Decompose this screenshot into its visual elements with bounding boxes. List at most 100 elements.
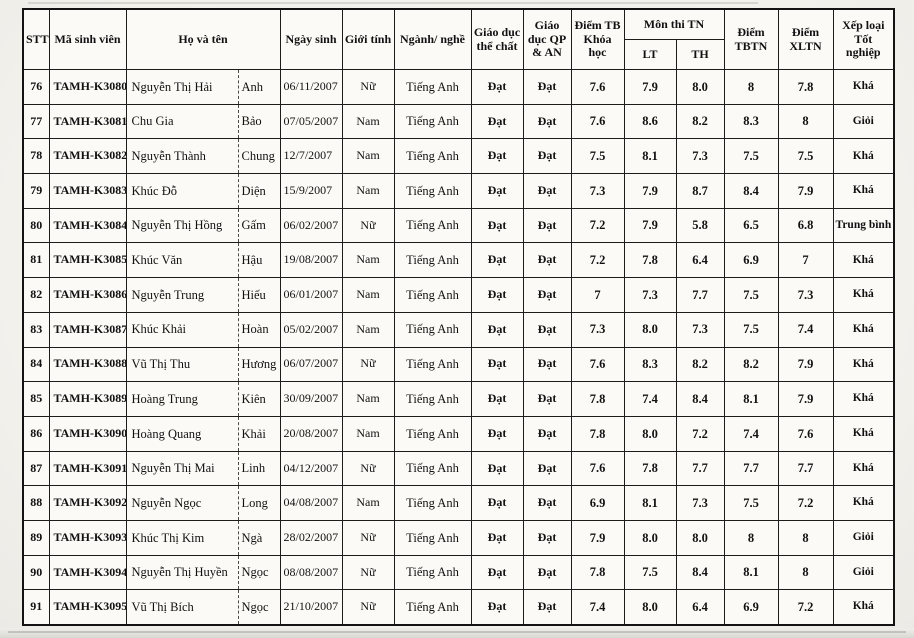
- cell-th: 5.8: [675, 207, 725, 244]
- cell-rank: Giỏi: [832, 519, 895, 556]
- cell-family: Khúc Đỗ: [125, 173, 239, 209]
- cell-given: Gấm: [237, 207, 281, 244]
- cell-xltn: 6.8: [777, 207, 834, 244]
- cell-pe: Đạt: [470, 346, 524, 383]
- cell-tbtn: 8.4: [723, 173, 779, 209]
- cell-pe: Đạt: [470, 138, 524, 175]
- cell-dob: 30/09/2007: [279, 381, 343, 417]
- cell-major: Tiếng Anh: [393, 415, 472, 452]
- header-xltn-score: Điểm XLTN: [777, 8, 834, 70]
- cell-tbtn: 7.5: [723, 277, 779, 313]
- scan-artifact-bottom-line: [8, 631, 906, 633]
- cell-xltn: 7.9: [777, 381, 834, 417]
- cell-tbtn: 7.5: [723, 138, 779, 175]
- header-exam-practice: TH: [675, 39, 725, 70]
- cell-pe: Đạt: [470, 311, 524, 348]
- cell-xltn: 7.4: [777, 311, 834, 348]
- cell-pe: Đạt: [470, 207, 524, 244]
- cell-gpa: 7.5: [570, 138, 625, 175]
- cell-rank: Khá: [832, 242, 895, 279]
- cell-tbtn: 7.5: [723, 485, 779, 521]
- cell-family: Hoàng Quang: [125, 415, 239, 452]
- cell-pe: Đạt: [470, 173, 524, 209]
- cell-rank: Giỏi: [832, 103, 895, 140]
- header-stt: STT: [22, 8, 50, 70]
- cell-xltn: 7.8: [777, 69, 834, 105]
- cell-gpa: 7.6: [570, 103, 625, 140]
- cell-gender: Nữ: [341, 69, 395, 105]
- cell-defense: Đạt: [522, 103, 572, 140]
- cell-th: 8.2: [675, 103, 725, 140]
- cell-stt: 81: [22, 242, 50, 279]
- cell-major: Tiếng Anh: [393, 277, 472, 313]
- table-row: 89 TAMH-K3093 Khúc Thị Kim Ngà 28/02/2007 Nữ T…: [22, 519, 895, 556]
- cell-lt: 8.0: [623, 415, 677, 452]
- cell-stt: 82: [22, 277, 50, 313]
- cell-th: 6.4: [675, 242, 725, 279]
- cell-rank: Khá: [832, 277, 895, 313]
- cell-dob: 12/7/2007: [279, 138, 343, 175]
- cell-lt: 7.8: [623, 450, 677, 487]
- cell-major: Tiếng Anh: [393, 311, 472, 348]
- cell-pe: Đạt: [470, 381, 524, 417]
- cell-xltn: 7.5: [777, 138, 834, 175]
- cell-tbtn: 8.1: [723, 381, 779, 417]
- cell-dob: 06/11/2007: [279, 69, 343, 105]
- cell-dob: 04/08/2007: [279, 485, 343, 521]
- cell-defense: Đạt: [522, 138, 572, 175]
- cell-tbtn: 7.7: [723, 450, 779, 487]
- cell-code: TAMH-K3083: [48, 173, 127, 209]
- cell-family: Nguyễn Thành: [125, 138, 239, 175]
- cell-gender: Nam: [341, 242, 395, 279]
- cell-gender: Nữ: [341, 519, 395, 556]
- cell-given: Ngà: [237, 519, 281, 556]
- cell-tbtn: 8: [723, 69, 779, 105]
- table-row: 79 TAMH-K3083 Khúc Đỗ Diện 15/9/2007 Nam Tiếng…: [22, 173, 895, 209]
- cell-dob: 06/02/2007: [279, 207, 343, 244]
- cell-gpa: 7.6: [570, 69, 625, 105]
- cell-gpa: 7.9: [570, 519, 625, 556]
- cell-family: Nguyễn Thị Hồng: [125, 207, 239, 244]
- cell-th: 7.3: [675, 138, 725, 175]
- cell-rank: Khá: [832, 173, 895, 209]
- cell-family: Nguyễn Ngọc: [125, 485, 239, 521]
- cell-major: Tiếng Anh: [393, 173, 472, 209]
- cell-dob: 06/07/2007: [279, 346, 343, 383]
- cell-rank: Khá: [832, 589, 895, 625]
- cell-th: 7.3: [675, 311, 725, 348]
- table-body: 76 TAMH-K3080 Nguyễn Thị Hải Anh 06/11/2007 N…: [22, 69, 895, 625]
- cell-th: 8.4: [675, 554, 725, 591]
- cell-lt: 7.5: [623, 554, 677, 591]
- cell-tbtn: 6.9: [723, 589, 779, 625]
- table-row: 88 TAMH-K3092 Nguyễn Ngọc Long 04/08/2007 Nam…: [22, 485, 895, 521]
- cell-defense: Đạt: [522, 554, 572, 591]
- cell-rank: Khá: [832, 450, 895, 487]
- cell-gender: Nam: [341, 103, 395, 140]
- cell-stt: 89: [22, 519, 50, 556]
- cell-xltn: 7.9: [777, 173, 834, 209]
- cell-lt: 8.0: [623, 311, 677, 348]
- cell-pe: Đạt: [470, 415, 524, 452]
- cell-defense: Đạt: [522, 346, 572, 383]
- cell-rank: Trung bình: [832, 207, 895, 244]
- cell-defense: Đạt: [522, 450, 572, 487]
- header-course-gpa: Điểm TB Khóa học: [570, 8, 625, 70]
- cell-code: TAMH-K3088: [48, 346, 127, 383]
- cell-stt: 91: [22, 589, 50, 625]
- cell-major: Tiếng Anh: [393, 381, 472, 417]
- cell-family: Nguyễn Thị Mai: [125, 450, 239, 487]
- cell-xltn: 7.2: [777, 589, 834, 625]
- table-row: 83 TAMH-K3087 Khúc Khải Hoàn 05/02/2007 Nam Ti…: [22, 311, 895, 348]
- cell-gender: Nữ: [341, 450, 395, 487]
- cell-given: Ngọc: [237, 589, 281, 625]
- cell-given: Hiếu: [237, 277, 281, 313]
- cell-xltn: 7.9: [777, 346, 834, 383]
- header-defense-education: Giáo dục QP & AN: [522, 8, 572, 70]
- cell-lt: 8.0: [623, 589, 677, 625]
- cell-dob: 21/10/2007: [279, 589, 343, 625]
- cell-family: Nguyễn Thị Huyền: [125, 554, 239, 591]
- cell-defense: Đạt: [522, 207, 572, 244]
- cell-stt: 77: [22, 103, 50, 140]
- cell-stt: 76: [22, 69, 50, 105]
- table-row: 85 TAMH-K3089 Hoàng Trung Kiên 30/09/2007 Nam…: [22, 381, 895, 417]
